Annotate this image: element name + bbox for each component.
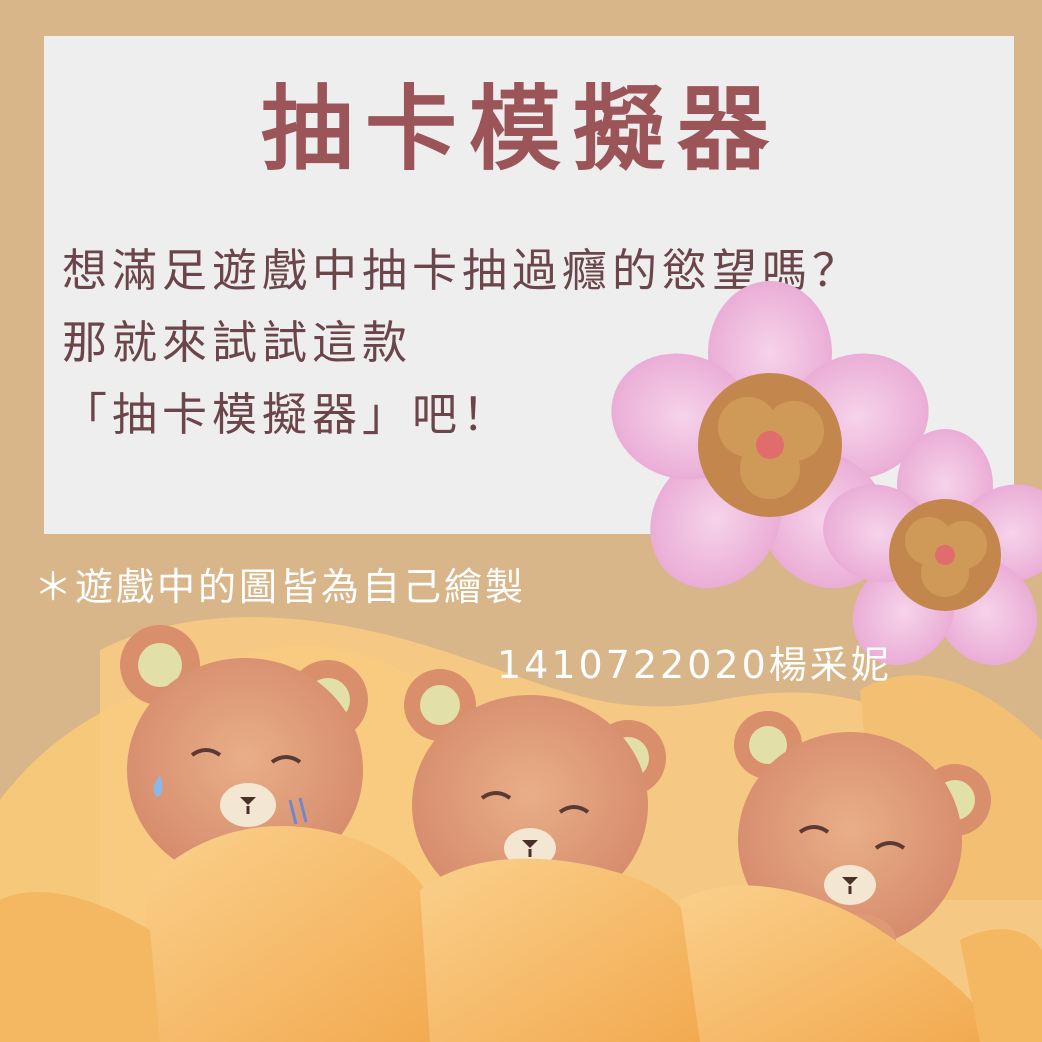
intro-line-3: 「抽卡模擬器」吧！ bbox=[62, 388, 513, 441]
flower-icon bbox=[823, 429, 1042, 666]
intro-text: 想滿足遊戲中抽卡抽過癮的慾望嗎？ 那就來試試這款 「抽卡模擬器」吧！ bbox=[62, 248, 862, 464]
game-title: 抽卡模擬器 bbox=[260, 76, 781, 183]
flower-icon bbox=[611, 281, 929, 589]
blanket-front bbox=[0, 826, 1042, 1042]
intro-line-2: 那就來試試這款 bbox=[62, 316, 413, 369]
bear-illustration bbox=[120, 625, 368, 882]
bear-illustration bbox=[404, 669, 666, 915]
art-note: ＊遊戲中的圖皆為自己繪製 bbox=[34, 565, 527, 609]
author-credit: 1410722020楊采妮 bbox=[497, 643, 892, 687]
intro-line-1: 想滿足遊戲中抽卡抽過癮的慾望嗎？ bbox=[62, 244, 863, 297]
